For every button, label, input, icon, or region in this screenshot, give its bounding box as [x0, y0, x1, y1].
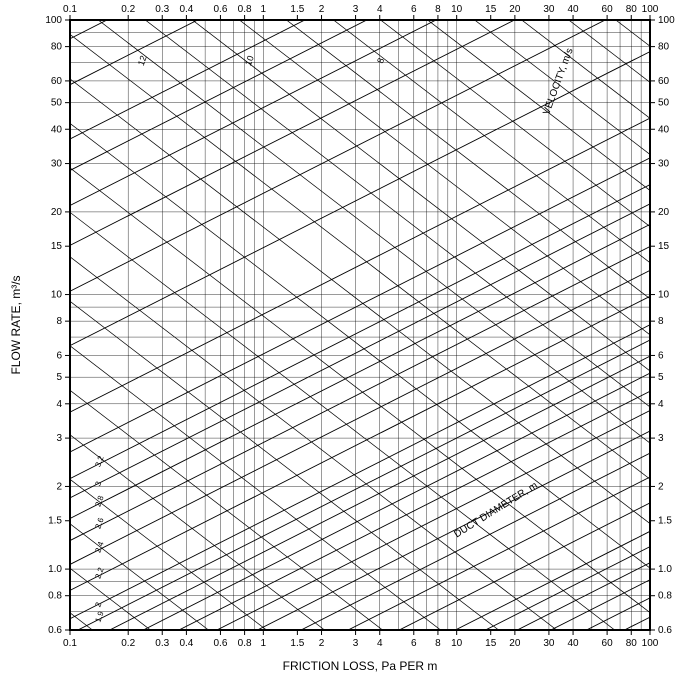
x-tick: 4 [377, 638, 383, 649]
x-tick-top: 0.6 [213, 4, 227, 15]
y-tick: 80 [51, 42, 63, 53]
x-tick: 0.6 [213, 638, 227, 649]
y-tick-right: 15 [658, 241, 670, 252]
y-tick-right: 8 [658, 316, 664, 327]
y-tick-right: 0.6 [658, 625, 672, 636]
y-tick: 60 [51, 76, 63, 87]
x-tick: 0.8 [238, 638, 252, 649]
y-tick-right: 60 [658, 76, 670, 87]
x-tick: 0.1 [63, 638, 77, 649]
y-tick: 6 [56, 350, 62, 361]
x-tick-top: 2 [319, 4, 325, 15]
x-tick: 100 [642, 638, 659, 649]
x-tick: 20 [509, 638, 521, 649]
y-tick: 20 [51, 207, 63, 218]
x-tick: 1.5 [290, 638, 304, 649]
y-tick: 50 [51, 98, 63, 109]
y-tick-right: 6 [658, 350, 664, 361]
y-tick-right: 0.8 [658, 591, 672, 602]
y-tick: 0.6 [48, 625, 62, 636]
x-tick-top: 80 [626, 4, 638, 15]
x-tick-top: 0.1 [63, 4, 77, 15]
x-tick: 10 [451, 638, 463, 649]
y-tick: 15 [51, 241, 63, 252]
x-tick: 30 [543, 638, 555, 649]
y-tick: 2 [56, 481, 62, 492]
y-tick: 3 [56, 433, 62, 444]
x-tick: 6 [411, 638, 417, 649]
y-tick-right: 10 [658, 290, 670, 301]
y-tick: 0.8 [48, 591, 62, 602]
y-tick: 5 [56, 372, 62, 383]
x-tick: 8 [435, 638, 441, 649]
y-tick-right: 2 [658, 481, 664, 492]
x-tick-top: 8 [435, 4, 441, 15]
y-tick: 10 [51, 290, 63, 301]
x-tick: 3 [353, 638, 359, 649]
x-tick-top: 100 [642, 4, 659, 15]
x-tick-top: 30 [543, 4, 555, 15]
x-tick-top: 1.5 [290, 4, 304, 15]
y-tick-right: 20 [658, 207, 670, 218]
y-tick-right: 80 [658, 42, 670, 53]
x-tick-top: 6 [411, 4, 417, 15]
x-tick-top: 0.8 [238, 4, 252, 15]
x-tick: 0.2 [121, 638, 135, 649]
y-tick-right: 1.5 [658, 516, 672, 527]
x-tick-top: 10 [451, 4, 463, 15]
y-tick-right: 1.0 [658, 564, 672, 575]
x-tick-top: 0.4 [179, 4, 193, 15]
x-tick-top: 0.2 [121, 4, 135, 15]
y-tick: 40 [51, 124, 63, 135]
y-tick: 1.5 [48, 516, 62, 527]
x-tick: 0.4 [179, 638, 193, 649]
x-tick-top: 4 [377, 4, 383, 15]
x-axis-label: FRICTION LOSS, Pa PER m [283, 659, 438, 673]
x-tick: 15 [485, 638, 497, 649]
y-tick-right: 50 [658, 98, 670, 109]
x-tick-top: 40 [568, 4, 580, 15]
y-tick-right: 3 [658, 433, 664, 444]
y-tick-right: 5 [658, 372, 664, 383]
x-tick: 40 [568, 638, 580, 649]
x-tick-top: 15 [485, 4, 497, 15]
x-tick-top: 3 [353, 4, 359, 15]
x-tick: 1 [261, 638, 267, 649]
y-tick-right: 40 [658, 124, 670, 135]
x-tick: 2 [319, 638, 325, 649]
x-tick-top: 0.3 [155, 4, 169, 15]
y-tick: 8 [56, 316, 62, 327]
y-axis-label: FLOW RATE, m³/s [9, 275, 23, 374]
x-tick: 80 [626, 638, 638, 649]
y-tick-right: 30 [658, 159, 670, 170]
y-tick-right: 4 [658, 399, 664, 410]
y-tick: 100 [45, 15, 62, 26]
x-tick-top: 20 [509, 4, 521, 15]
y-tick: 4 [56, 399, 62, 410]
y-tick: 1.0 [48, 564, 62, 575]
x-tick: 60 [602, 638, 614, 649]
y-tick-right: 100 [658, 15, 675, 26]
x-tick: 0.3 [155, 638, 169, 649]
x-tick-top: 1 [261, 4, 267, 15]
friction-loss-chart: 0.1 0.1 0.2 0.2 0.3 0.3 0.4 0.4 0.6 0.6 0.8 0.8 1 1 1.… [0, 0, 700, 698]
x-tick-top: 60 [602, 4, 614, 15]
y-tick: 30 [51, 159, 63, 170]
